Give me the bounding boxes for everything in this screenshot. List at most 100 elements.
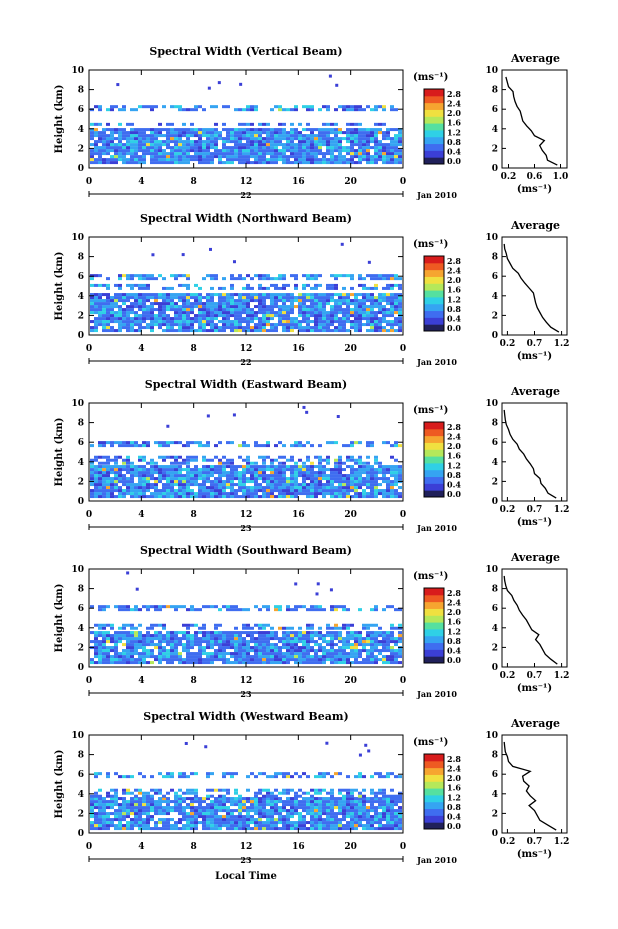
heatmap-cell [194, 806, 198, 810]
heatmap-cell [266, 486, 270, 490]
heatmap-cell [98, 626, 102, 630]
heatmap-cell [290, 815, 294, 819]
heatmap-cell [394, 468, 398, 472]
heatmap-cell [102, 311, 106, 315]
heatmap-cell [398, 492, 402, 496]
heatmap-cell [162, 797, 166, 801]
heatmap-cell [146, 815, 150, 819]
heatmap-cell [326, 468, 330, 472]
heatmap-cell [306, 646, 310, 650]
heatmap-cell [130, 480, 134, 484]
heatmap-cell [218, 299, 222, 303]
heatmap-cell [338, 311, 342, 315]
heatmap-cell [222, 818, 226, 822]
heatmap-cell [206, 143, 210, 147]
heatmap-cell [98, 809, 102, 813]
heatmap-cell [314, 815, 318, 819]
heatmap-cell [390, 143, 394, 147]
heatmap-cell [242, 471, 246, 475]
heatmap-cell [118, 477, 122, 481]
heatmap-cell [198, 661, 202, 665]
heatmap-cell [222, 317, 226, 321]
heatmap-cell [154, 105, 158, 109]
heatmap-cell [374, 161, 378, 165]
heatmap-cell [134, 809, 138, 813]
heatmap-cell [138, 643, 142, 647]
heatmap-cell [226, 809, 230, 813]
heatmap-cell [218, 637, 222, 641]
heatmap-cell [98, 137, 102, 141]
y-tick-label: 2 [78, 643, 84, 653]
heatmap-cell [138, 806, 142, 810]
heatmap-cell [318, 305, 322, 309]
heatmap-cell [306, 296, 310, 300]
heatmap-cell [130, 140, 134, 144]
heatmap-cell [358, 105, 362, 109]
heatmap-cell [346, 634, 350, 638]
heatmap-cell [114, 483, 118, 487]
heatmap-cell [190, 108, 194, 112]
heatmap-cell [274, 812, 278, 816]
heatmap-cell [162, 128, 166, 132]
heatmap-cell [210, 314, 214, 318]
heatmap-cell [262, 323, 266, 327]
heatmap-cell [398, 158, 402, 162]
heatmap-cell [146, 661, 150, 665]
heatmap-cell [318, 643, 322, 647]
heatmap-cell [198, 489, 202, 493]
heatmap-cell [110, 803, 114, 807]
heatmap-cell [98, 797, 102, 801]
heatmap-cell [302, 821, 306, 825]
heatmap-cell [174, 329, 178, 333]
heatmap-cell [394, 465, 398, 469]
heatmap-cell [310, 137, 314, 141]
heatmap-cell [330, 806, 334, 810]
heatmap-cell [214, 105, 218, 109]
heatmap-cell [374, 477, 378, 481]
heatmap-cell [306, 803, 310, 807]
heatmap-cell [386, 146, 390, 150]
heatmap-cell [102, 477, 106, 481]
heatmap-cell [390, 320, 394, 324]
heatmap-cell [178, 317, 182, 321]
heatmap-cell [130, 302, 134, 306]
colorbar-swatch [424, 588, 444, 596]
heatmap-cell [342, 495, 346, 499]
heatmap-cell [134, 296, 138, 300]
heatmap-cell [126, 809, 130, 813]
heatmap-cell [318, 152, 322, 156]
average-frame [501, 69, 568, 169]
colorbar-swatch [424, 490, 444, 498]
heatmap-cell [362, 658, 366, 662]
heatmap-cell [214, 489, 218, 493]
heatmap-cell [118, 489, 122, 493]
heatmap-cell [362, 323, 366, 327]
heatmap-cell [330, 305, 334, 309]
colorbar-tick-label: 2.4 [447, 432, 461, 442]
heatmap-cell [302, 128, 306, 132]
heatmap-cell [118, 818, 122, 822]
heatmap-cell [310, 296, 314, 300]
heatmap-cell [182, 643, 186, 647]
heatmap-cell [282, 803, 286, 807]
heatmap-cell [310, 812, 314, 816]
heatmap-cell [334, 797, 338, 801]
heatmap-cell [238, 658, 242, 662]
heatmap-cell [134, 152, 138, 156]
heatmap-cell [150, 652, 154, 656]
heatmap-cell [366, 143, 370, 147]
heatmap-cell [262, 455, 266, 459]
heatmap-cell [110, 137, 114, 141]
heatmap-cell [386, 486, 390, 490]
heatmap-cell [94, 455, 98, 459]
heatmap-cell [366, 649, 370, 653]
heatmap-cell [190, 812, 194, 816]
heatmap-cell [126, 812, 130, 816]
heatmap-cell [190, 495, 194, 499]
heatmap-cell [146, 652, 150, 656]
heatmap-cell [114, 320, 118, 324]
heatmap-cell [266, 296, 270, 300]
heatmap-cell [230, 161, 234, 165]
average-y-tick-label: 2 [492, 643, 498, 653]
heatmap-cell [266, 134, 270, 138]
